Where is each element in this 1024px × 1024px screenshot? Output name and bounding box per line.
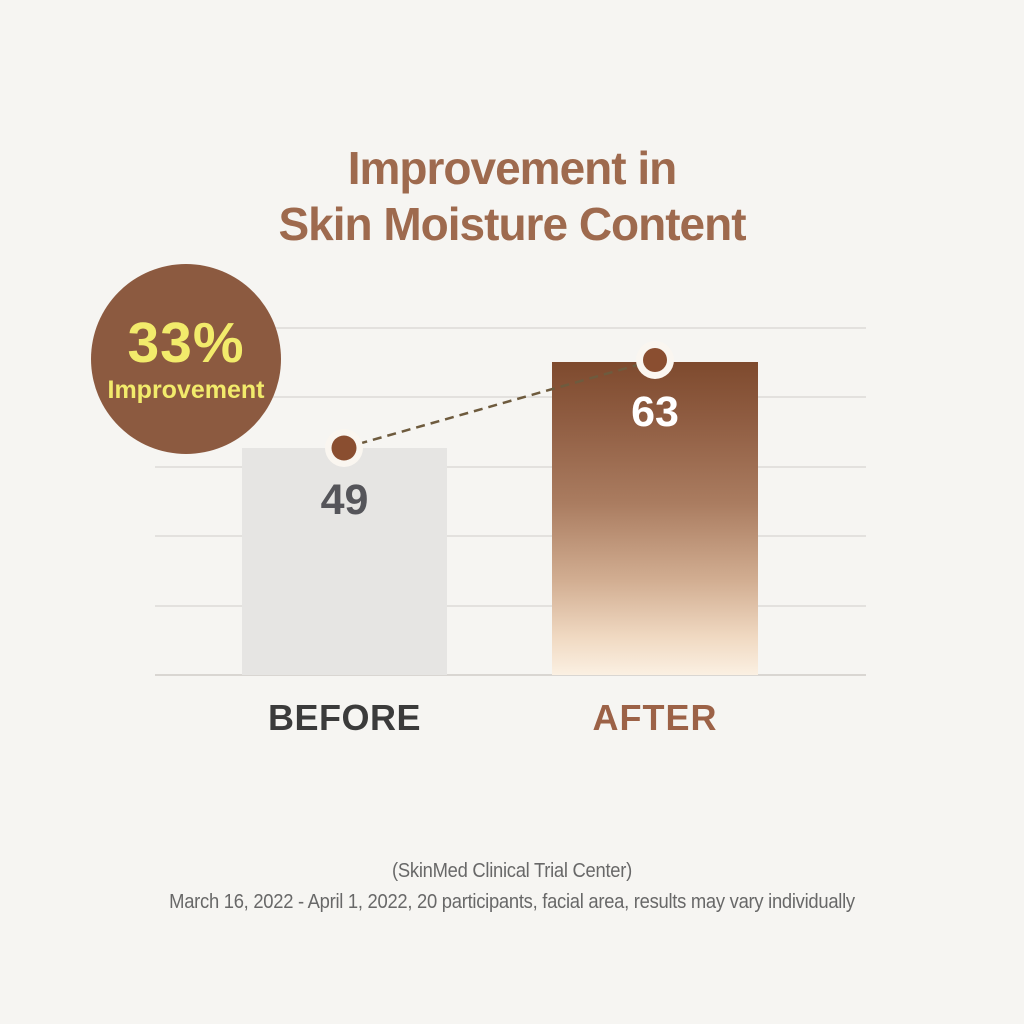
improvement-badge-label: Improvement: [107, 376, 265, 404]
gridline: [155, 327, 866, 329]
bar-after: 63: [552, 362, 758, 675]
gridline: [155, 535, 866, 537]
gridline: [155, 466, 866, 468]
page-title-line-2: Skin Moisture Content: [278, 198, 746, 250]
improvement-badge-percent: 33%: [127, 311, 245, 375]
category-label-after: AFTER: [592, 697, 718, 738]
improvement-badge: 33% Improvement: [91, 264, 281, 454]
page-title-line-1: Improvement in: [347, 142, 678, 194]
page-title: Improvement in Skin Moisture Content: [0, 140, 1024, 252]
x-axis-line: [155, 674, 866, 676]
bar-value-before: 49: [320, 476, 369, 524]
gridline: [155, 605, 866, 607]
category-label-before: BEFORE: [267, 697, 421, 738]
bar-value-after: 63: [631, 388, 679, 436]
bar-before: 49: [242, 448, 447, 675]
footnote-source: (SkinMed Clinical Trial Center): [392, 860, 632, 882]
footnote-details: March 16, 2022 - April 1, 2022, 20 parti…: [169, 891, 855, 913]
